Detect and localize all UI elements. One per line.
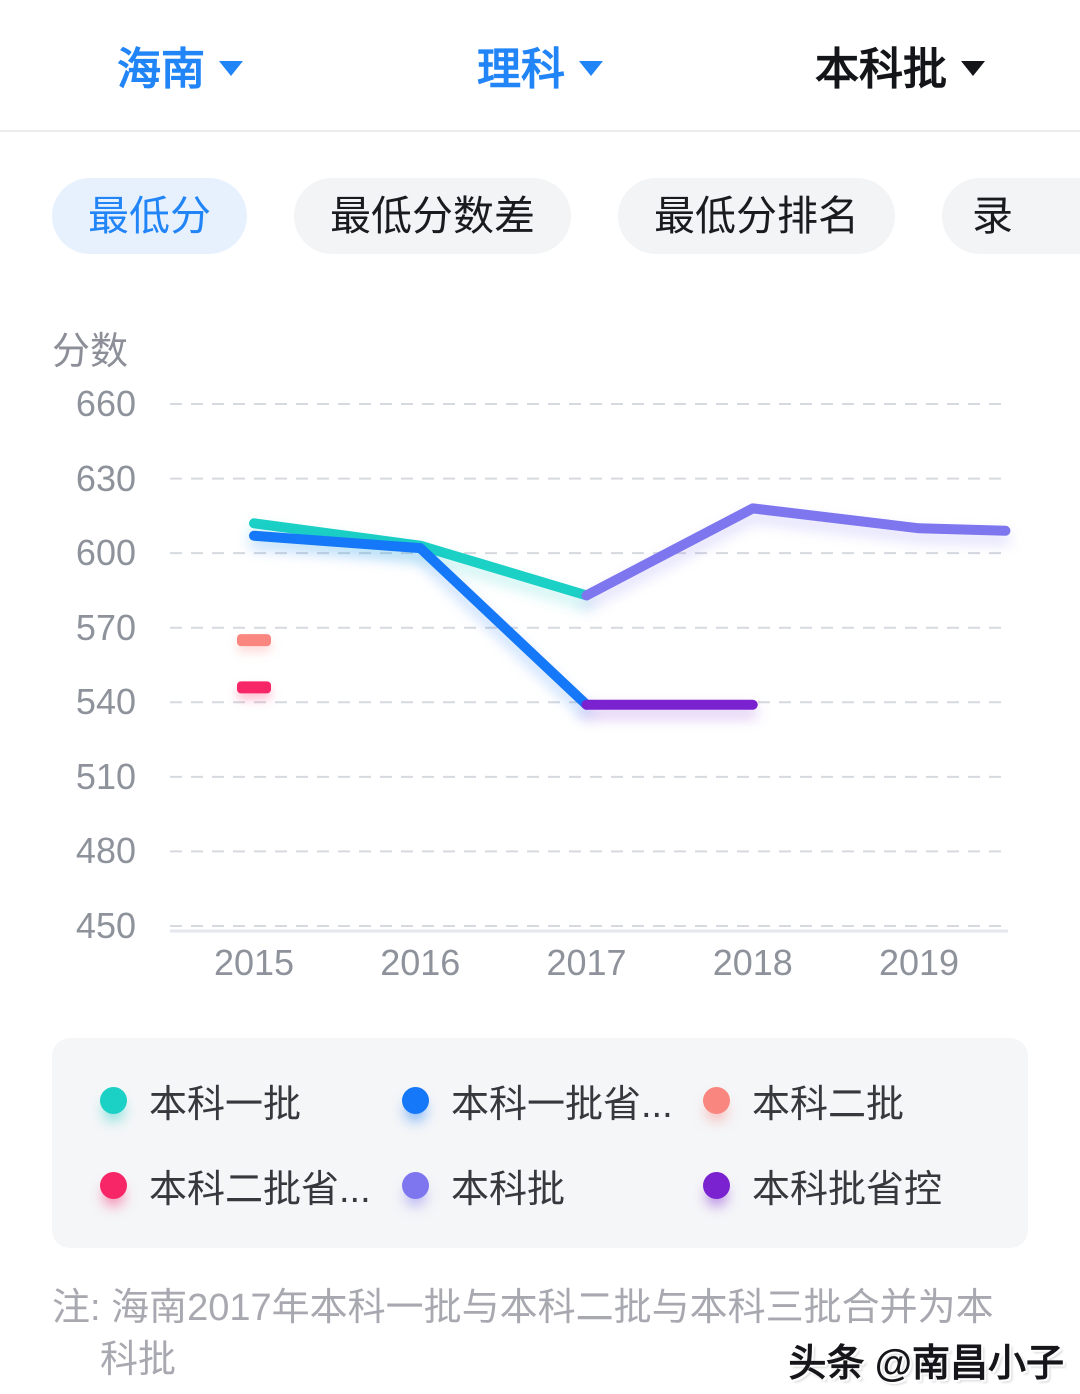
legend-item-6[interactable]: 本科批省控 [703,1166,1028,1211]
chevron-down-icon [219,60,243,76]
y-tick-label: 540 [75,681,136,723]
y-tick-label: 570 [75,606,136,648]
y-tick-label: 480 [75,830,136,872]
legend-item-1[interactable]: 本科一批 [100,1081,402,1126]
y-tick-label: 600 [75,532,136,574]
series-line [249,518,592,601]
chevron-down-icon [961,60,985,76]
y-tick-label: 630 [75,457,136,499]
batch-dropdown-label: 本科批 [815,45,947,94]
region-dropdown-label: 海南 [117,45,205,94]
legend-label: 本科批省控 [752,1169,943,1211]
y-tick-label: 450 [75,904,136,946]
legend-dot-icon [100,1087,127,1114]
x-tick-label: 2018 [712,942,793,983]
tab-1[interactable]: 最低分 [52,178,247,254]
x-tick-label: 2015 [213,942,295,983]
legend-item-2[interactable]: 本科一批省... [402,1081,703,1126]
legend-item-4[interactable]: 本科二批省... [100,1166,402,1211]
chevron-down-icon [579,60,603,76]
filter-header: 海南 理科 本科批 [0,0,1080,132]
subject-dropdown[interactable]: 理科 [360,33,720,97]
legend-dot-icon [703,1087,730,1114]
legend-label: 本科一批省... [451,1084,673,1126]
series-marker [237,681,271,694]
series-line [581,503,1011,601]
legend-label: 本科二批省... [149,1169,371,1211]
legend-dot-icon [402,1172,429,1199]
batch-dropdown[interactable]: 本科批 [720,33,1080,97]
y-axis-title: 分数 [52,331,129,373]
series-line [249,530,592,710]
region-dropdown[interactable]: 海南 [0,33,360,97]
watermark: 头条 @南昌小子 [788,1343,1064,1385]
legend-dot-icon [402,1087,429,1114]
legend-label: 本科一批 [149,1084,302,1126]
tabs: 最低分 最低分数差 最低分排名录 [52,178,1080,254]
footnote-line: 科批 [100,1339,177,1381]
series-marker [237,634,271,647]
x-tick-label: 2017 [546,942,627,983]
legend-item-5[interactable]: 本科批 [402,1166,703,1211]
x-tick-label: 2016 [380,942,461,983]
footnote-line: 注: 海南2017年本科一批与本科二批与本科三批合并为本 [52,1287,994,1329]
legend-item-3[interactable]: 本科二批 [703,1081,1028,1126]
y-tick-label: 510 [75,755,136,797]
y-tick-label: 660 [75,383,136,424]
footnote: 注: 海南2017年本科一批与本科二批与本科三批合并为本 科批 [52,1282,1037,1386]
legend: 本科一批 本科一批省... 本科二批本科二批省... 本科批 本科批省控 [52,1038,1028,1248]
subject-dropdown-label: 理科 [477,45,565,94]
tab-4[interactable]: 录 [942,178,1080,254]
tab-2[interactable]: 最低分数差 [294,178,571,254]
legend-label: 本科批 [451,1169,566,1211]
legend-dot-icon [100,1172,127,1199]
x-tick-label: 2019 [878,942,960,983]
legend-dot-icon [703,1172,730,1199]
legend-label: 本科二批 [752,1084,905,1126]
tab-3[interactable]: 最低分排名 [618,178,895,254]
